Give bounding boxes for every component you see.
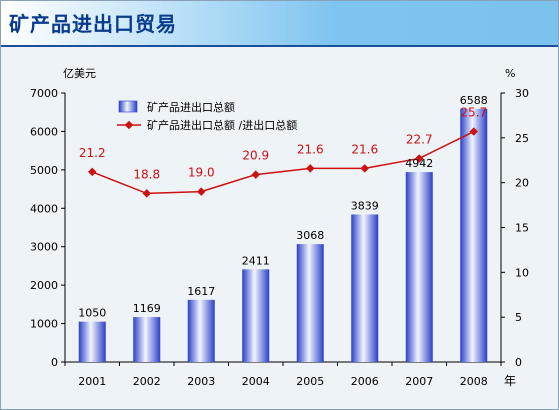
x-tick-label: 2002 — [133, 375, 161, 388]
ratio-point-2007 — [415, 154, 424, 163]
bar-2007 — [405, 172, 433, 362]
y-axis-right-label: % — [505, 67, 515, 80]
bar-value-label: 4942 — [405, 157, 433, 170]
y-left-tick-label: 2000 — [30, 279, 58, 292]
legend-bar-label: 矿产品进出口总额 — [147, 100, 235, 114]
x-tick-label: 2006 — [351, 375, 379, 388]
y-left-tick-label: 1000 — [30, 318, 58, 331]
ratio-point-2001 — [88, 167, 97, 177]
y-right-tick-label: 25 — [515, 132, 529, 145]
bar-value-label: 1617 — [187, 285, 215, 298]
x-tick-label: 2007 — [405, 375, 433, 388]
ratio-point-2004 — [251, 170, 260, 179]
ratio-point-2003 — [197, 187, 206, 196]
bar-2008 — [460, 108, 488, 362]
bar-value-label: 6588 — [460, 94, 488, 107]
bar-2003 — [187, 299, 215, 362]
y-right-tick-label: 20 — [515, 177, 529, 190]
x-axis-label: 年 — [504, 374, 516, 388]
bar-value-label: 1050 — [78, 307, 106, 320]
y-left-tick-label: 3000 — [30, 241, 58, 254]
legend-bar-swatch — [118, 100, 138, 113]
ratio-point-2006 — [360, 164, 369, 173]
ratio-series-line — [91, 130, 475, 195]
bar-2006 — [351, 214, 379, 362]
ratio-value-label: 21.6 — [297, 142, 324, 156]
y-left-tick-label: 4000 — [30, 202, 58, 215]
x-tick-label: 2008 — [460, 375, 488, 388]
x-tick-label: 2004 — [242, 375, 270, 388]
y-left-tick-label: 0 — [51, 356, 58, 369]
y-axis-left-label: 亿美元 — [63, 67, 96, 80]
title-bar: 矿产品进出口贸易 — [1, 1, 558, 45]
y-left-tick-label: 5000 — [30, 164, 58, 177]
legend-line-marker — [124, 120, 134, 130]
page-title: 矿产品进出口贸易 — [9, 12, 177, 36]
y-left-tick-label: 7000 — [30, 87, 58, 100]
y-right-tick-label: 10 — [515, 266, 529, 279]
y-right-tick-label: 30 — [515, 87, 529, 100]
ratio-point-2005 — [306, 164, 315, 173]
bar-value-label: 3068 — [296, 229, 324, 242]
legend-line-label: 矿产品进出口总额 /进出口总额 — [147, 118, 297, 132]
ratio-value-label: 20.9 — [242, 149, 269, 163]
x-tick-label: 2003 — [187, 375, 215, 388]
y-right-tick-label: 0 — [515, 356, 522, 369]
y-right-tick-label: 15 — [515, 222, 529, 235]
ratio-value-label: 18.8 — [133, 167, 160, 181]
ratio-value-label: 25.7 — [460, 106, 487, 120]
bar-value-label: 1169 — [133, 302, 161, 315]
ratio-point-2002 — [142, 189, 151, 198]
bar-value-label: 3839 — [351, 199, 379, 212]
bar-2002 — [133, 317, 161, 362]
bar-2004 — [242, 269, 270, 362]
x-tick-label: 2005 — [296, 375, 324, 388]
x-tick-label: 2001 — [78, 375, 106, 388]
ratio-value-label: 22.7 — [406, 132, 433, 146]
ratio-value-label: 21.2 — [79, 146, 106, 160]
y-right-tick-label: 5 — [515, 311, 522, 324]
title-underline — [1, 45, 558, 47]
y-left-tick-label: 6000 — [30, 125, 58, 138]
bar-2005 — [296, 244, 324, 362]
ratio-value-label: 19.0 — [188, 166, 215, 180]
ratio-value-label: 21.6 — [351, 142, 378, 156]
bar-value-label: 2411 — [242, 254, 270, 267]
bar-2001 — [78, 321, 106, 362]
